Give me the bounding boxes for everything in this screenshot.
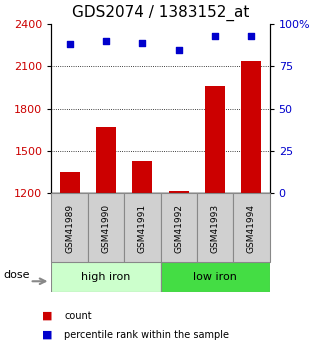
Text: ■: ■ bbox=[42, 311, 52, 321]
Bar bbox=[51, 262, 160, 292]
Bar bbox=[241, 61, 261, 193]
Bar bbox=[51, 193, 88, 262]
Text: dose: dose bbox=[3, 270, 30, 280]
Text: GSM41990: GSM41990 bbox=[101, 204, 110, 253]
Text: percentile rank within the sample: percentile rank within the sample bbox=[64, 330, 229, 339]
Bar bbox=[160, 193, 197, 262]
Bar bbox=[96, 127, 116, 193]
Point bbox=[103, 38, 108, 44]
Bar bbox=[160, 262, 270, 292]
Text: GDS2074 / 1383152_at: GDS2074 / 1383152_at bbox=[72, 4, 249, 21]
Text: GSM41992: GSM41992 bbox=[174, 204, 183, 253]
Text: GSM41994: GSM41994 bbox=[247, 204, 256, 253]
Bar bbox=[197, 193, 233, 262]
Bar bbox=[60, 172, 80, 193]
Point bbox=[249, 33, 254, 39]
Point bbox=[213, 33, 218, 39]
Text: ■: ■ bbox=[42, 330, 52, 339]
Text: GSM41991: GSM41991 bbox=[138, 204, 147, 253]
Text: GSM41989: GSM41989 bbox=[65, 204, 74, 253]
Bar bbox=[233, 193, 270, 262]
Bar bbox=[169, 191, 189, 193]
Point bbox=[176, 47, 181, 52]
Point bbox=[140, 40, 145, 46]
Text: count: count bbox=[64, 311, 92, 321]
Bar bbox=[124, 193, 160, 262]
Text: low iron: low iron bbox=[193, 272, 237, 282]
Text: high iron: high iron bbox=[81, 272, 131, 282]
Bar bbox=[88, 193, 124, 262]
Point bbox=[67, 42, 72, 47]
Text: GSM41993: GSM41993 bbox=[211, 204, 220, 253]
Bar bbox=[132, 161, 152, 193]
Bar bbox=[205, 86, 225, 193]
